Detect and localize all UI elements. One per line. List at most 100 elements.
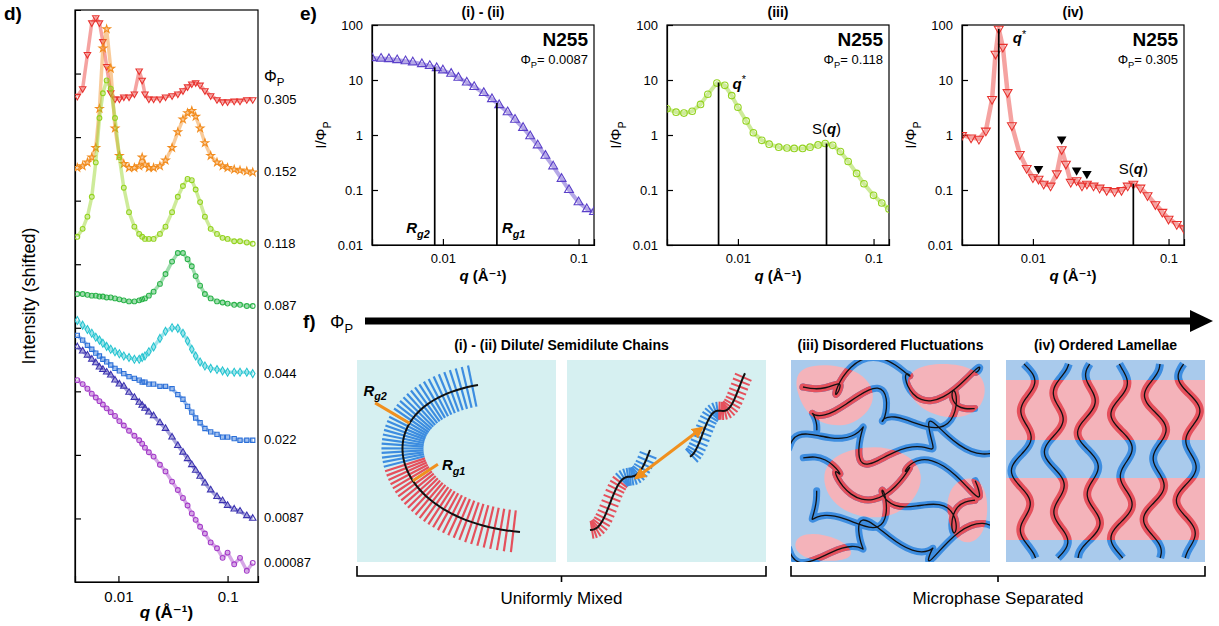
data-point [158, 232, 163, 237]
data-point [837, 148, 844, 155]
y-tick-label: 1 [651, 128, 658, 143]
y-tick-mark [372, 245, 378, 246]
x-axis-line [963, 239, 1185, 246]
data-point [107, 65, 115, 72]
data-point [697, 101, 704, 108]
data-point [251, 438, 255, 442]
peak-marker [1072, 168, 1082, 176]
y-tick [75, 74, 81, 75]
data-point [975, 136, 984, 144]
x-tick-mark [227, 576, 228, 582]
data-point [203, 362, 208, 370]
data-point [127, 210, 132, 215]
text-part: S( [812, 120, 827, 137]
x-tick: 0.1 [1160, 239, 1178, 266]
data-point [988, 97, 997, 105]
data-point [190, 410, 194, 414]
arrow-head [1190, 310, 1213, 332]
data-point [156, 162, 164, 169]
data-point [393, 55, 402, 63]
data-point [158, 282, 163, 287]
y-tick-mark [962, 190, 968, 191]
text-part: Φ [312, 128, 329, 140]
data-point [198, 283, 203, 288]
text-part: R [442, 456, 453, 473]
data-point [122, 352, 127, 360]
regime-title: (iii) Disordered Fluctuations [798, 337, 984, 353]
chain-blue [1144, 364, 1167, 558]
y-tick-label: 10 [939, 73, 953, 88]
y-axis: 0.010.1110100 [338, 18, 378, 253]
chain-blue [1078, 364, 1100, 558]
data-point [100, 91, 105, 96]
data-point [981, 128, 990, 136]
data-point [432, 63, 441, 71]
y-tick-mark [372, 80, 378, 81]
series-line [667, 83, 889, 209]
data-point [549, 161, 558, 169]
data-point [198, 200, 203, 205]
annotation: N255 [543, 29, 589, 50]
x-tick-mark [443, 239, 444, 245]
legend-entry: 0.118 [264, 236, 296, 251]
y-tick-mark [75, 137, 81, 138]
data-point [215, 432, 219, 436]
data-point [705, 91, 712, 98]
y-tick-label: 0.01 [928, 238, 953, 253]
data-point [225, 301, 230, 306]
text-part: R [406, 219, 417, 236]
text-part: P [321, 121, 333, 128]
data-point [962, 132, 966, 140]
data-point [225, 435, 229, 439]
data-point [181, 397, 185, 401]
data-point [220, 435, 224, 439]
data-point [180, 449, 186, 455]
x-tick: 0.01 [104, 576, 133, 605]
data-point [150, 97, 156, 103]
text-part: (Å⁻¹) [1059, 267, 1097, 284]
annotation: N255 [1133, 29, 1179, 50]
chain-backbone [1176, 364, 1200, 558]
data-point [75, 343, 81, 349]
data-point [377, 53, 386, 61]
annotation: N255 [838, 29, 884, 50]
data-point [667, 105, 670, 112]
data-point [189, 178, 194, 183]
chain-backbone [812, 490, 975, 533]
x-tick-mark [1168, 239, 1169, 245]
text-part: q [1134, 160, 1143, 177]
text-part: q [754, 267, 763, 284]
data-point [132, 355, 137, 363]
data-point [425, 61, 434, 69]
y-tick-mark [667, 80, 673, 81]
y-tick-mark [75, 201, 81, 202]
data-point [168, 144, 176, 151]
data-point [1007, 123, 1016, 131]
reference-line [1132, 184, 1134, 245]
data-point [401, 56, 410, 64]
data-point [1110, 189, 1119, 197]
chain-red [812, 490, 975, 533]
x-tick-label: 0.1 [570, 251, 588, 266]
x-axis-title: q (Å⁻¹) [459, 267, 506, 284]
data-point [84, 351, 90, 357]
plot-marks [75, 16, 257, 573]
y-tick: 0.01 [338, 238, 378, 253]
peak-marker [1082, 171, 1092, 179]
data-point [121, 298, 126, 303]
text-part: g1 [452, 465, 466, 477]
y-tick: 10 [644, 73, 673, 88]
data-point [174, 128, 182, 135]
y-tick [75, 328, 81, 329]
y-tick: 0.1 [640, 183, 673, 198]
x-tick: 0.1 [865, 239, 883, 266]
data-point [169, 94, 175, 100]
data-point [163, 469, 168, 474]
chain-red [1011, 364, 1035, 558]
data-point [131, 394, 137, 400]
data-point [103, 368, 109, 374]
reference-label: q* [1013, 28, 1027, 46]
data-point [853, 170, 860, 177]
y-tick: 100 [341, 18, 378, 33]
data-point [766, 141, 773, 148]
